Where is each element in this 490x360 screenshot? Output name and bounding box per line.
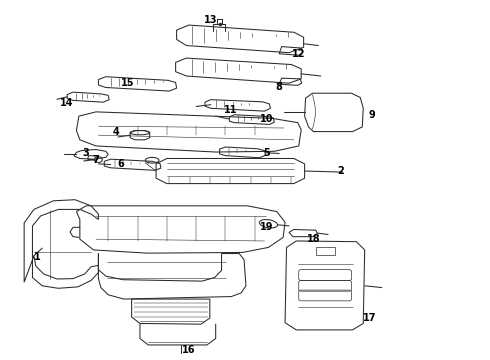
Text: 7: 7 xyxy=(93,155,99,165)
Text: 11: 11 xyxy=(223,105,237,115)
Bar xyxy=(316,247,335,255)
Text: 9: 9 xyxy=(368,111,375,121)
Text: 13: 13 xyxy=(204,15,218,26)
Text: 2: 2 xyxy=(337,166,343,176)
Text: 18: 18 xyxy=(307,234,320,244)
Text: 17: 17 xyxy=(363,313,376,323)
Text: 12: 12 xyxy=(292,49,305,59)
Text: 5: 5 xyxy=(264,148,270,158)
Text: 6: 6 xyxy=(117,159,124,169)
Text: 3: 3 xyxy=(83,148,90,158)
Text: 1: 1 xyxy=(34,252,41,262)
Text: 8: 8 xyxy=(276,82,283,92)
Text: 16: 16 xyxy=(182,345,196,355)
Text: 15: 15 xyxy=(121,78,134,88)
Text: 4: 4 xyxy=(112,127,119,136)
Text: 14: 14 xyxy=(60,98,74,108)
Text: 10: 10 xyxy=(260,114,274,124)
Text: 19: 19 xyxy=(260,222,274,231)
